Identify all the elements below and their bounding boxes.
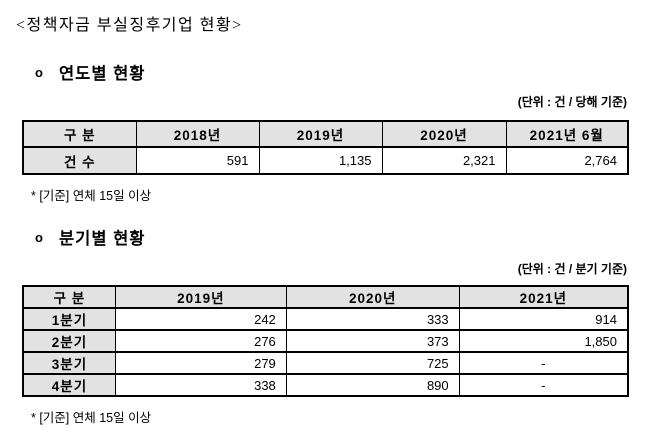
column-header: 구 분 — [22, 285, 116, 309]
data-cell: 1,850 — [458, 329, 629, 353]
data-cell: 725 — [285, 351, 460, 375]
row-label: 건 수 — [22, 146, 137, 175]
column-header: 2019년 — [114, 285, 287, 309]
table-header-row: 구 분 2019년 2020년 2021년 — [22, 285, 629, 309]
row-label: 1분기 — [22, 307, 116, 331]
footnote-quarterly: * [기준] 연체 15일 이상 — [31, 411, 152, 425]
table-row: 건 수 591 1,135 2,321 2,764 — [22, 146, 629, 175]
section-heading-yearly: o 연도별 현황 — [35, 60, 145, 84]
data-cell: 890 — [285, 373, 460, 397]
section-heading-quarterly: o 분기별 현황 — [35, 225, 145, 249]
row-label: 4분기 — [22, 373, 116, 397]
circle-bullet-icon: o — [35, 65, 44, 80]
table-row: 2분기 276 373 1,850 — [22, 329, 629, 353]
quarterly-status-table: 구 분 2019년 2020년 2021년 1분기 242 333 914 2분… — [22, 285, 629, 397]
unit-label-yearly: (단위 : 건 / 당해 기준) — [517, 95, 627, 109]
table-row: 1분기 242 333 914 — [22, 307, 629, 331]
row-label: 2분기 — [22, 329, 116, 353]
table-header-row: 구 분 2018년 2019년 2020년 2021년 6월 — [22, 120, 629, 148]
data-cell: 914 — [458, 307, 629, 331]
section-heading-yearly-label: 연도별 현황 — [58, 65, 146, 83]
data-cell: 242 — [114, 307, 287, 331]
data-cell: 373 — [285, 329, 460, 353]
column-header: 2021년 — [458, 285, 629, 309]
table-row: 3분기 279 725 - — [22, 351, 629, 375]
data-cell: 2,321 — [381, 146, 507, 175]
data-cell: 1,135 — [258, 146, 383, 175]
column-header: 2020년 — [285, 285, 460, 309]
column-header: 2018년 — [135, 120, 260, 148]
document-title: <정책자금 부실징후기업 현황> — [16, 17, 243, 34]
data-cell: - — [458, 373, 629, 397]
data-cell: 591 — [135, 146, 260, 175]
circle-bullet-icon: o — [35, 230, 44, 245]
data-cell: 279 — [114, 351, 287, 375]
column-header: 구 분 — [22, 120, 137, 148]
data-cell: 333 — [285, 307, 460, 331]
column-header: 2020년 — [381, 120, 507, 148]
unit-label-quarterly: (단위 : 건 / 분기 기준) — [517, 262, 627, 276]
table-row: 4분기 338 890 - — [22, 373, 629, 397]
data-cell: 2,764 — [505, 146, 629, 175]
yearly-status-table: 구 분 2018년 2019년 2020년 2021년 6월 건 수 591 1… — [22, 120, 629, 175]
data-cell: 276 — [114, 329, 287, 353]
column-header: 2019년 — [258, 120, 383, 148]
row-label: 3분기 — [22, 351, 116, 375]
section-heading-quarterly-label: 분기별 현황 — [58, 230, 146, 248]
data-cell: 338 — [114, 373, 287, 397]
footnote-yearly: * [기준] 연체 15일 이상 — [31, 189, 152, 203]
data-cell: - — [458, 351, 629, 375]
column-header: 2021년 6월 — [505, 120, 629, 148]
